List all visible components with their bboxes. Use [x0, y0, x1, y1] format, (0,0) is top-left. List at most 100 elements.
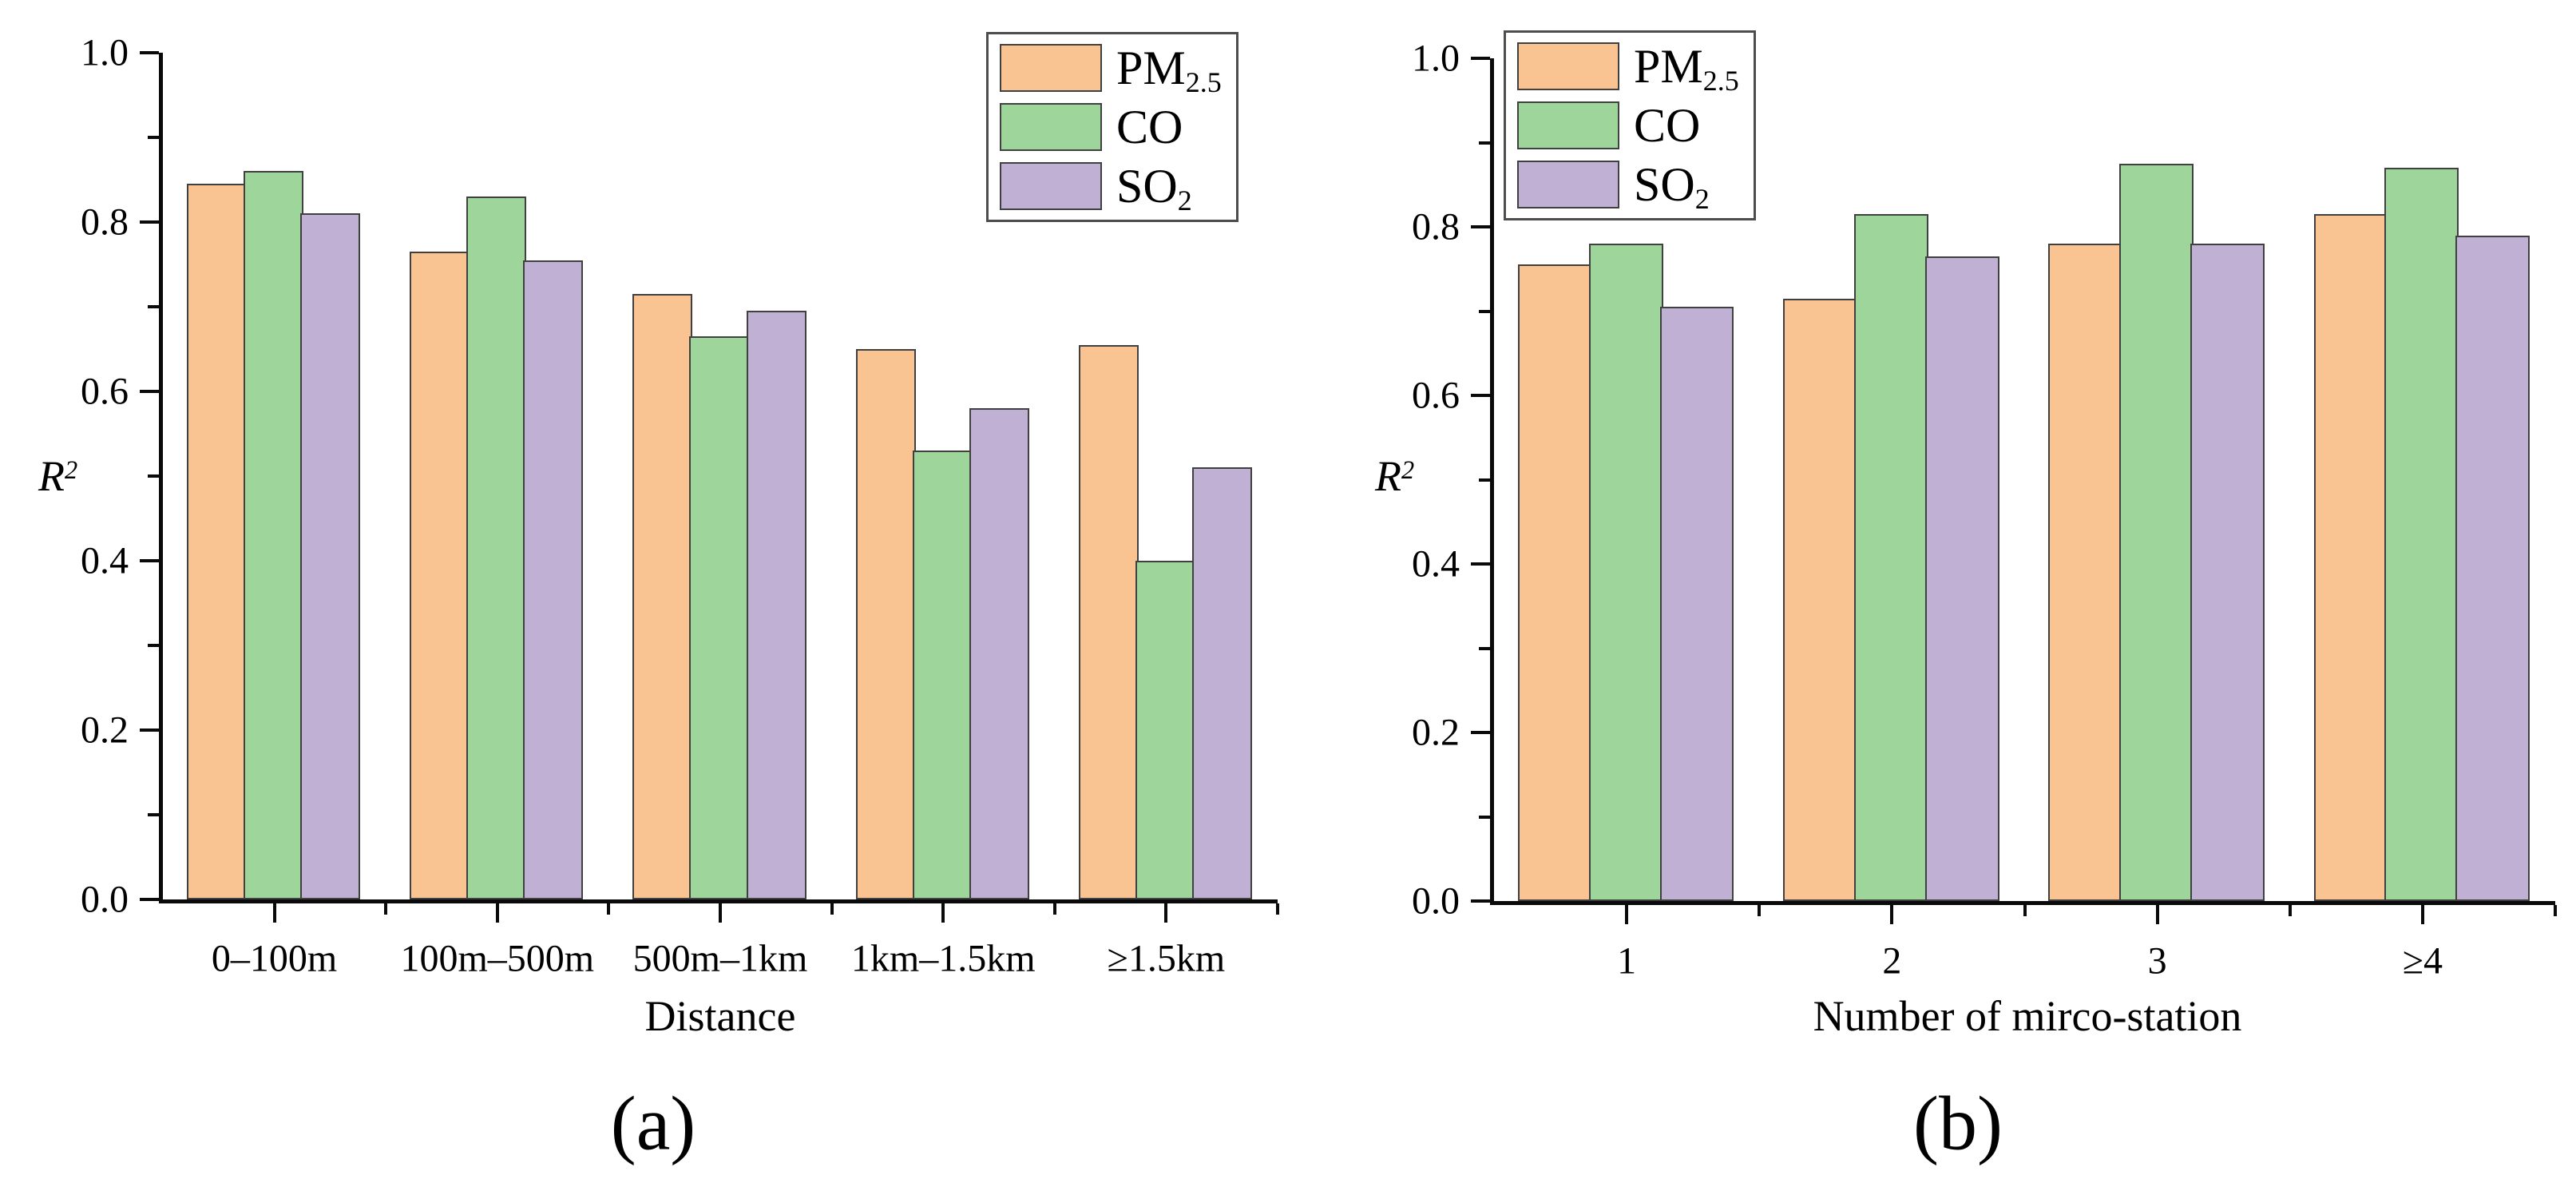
b-y-tick-label-0.2: 0.2: [1412, 711, 1460, 754]
a-x-tick-minor-2: [607, 903, 611, 915]
bar-pm25-3: [855, 349, 916, 899]
legend-swatch-so2: [1000, 162, 1102, 210]
bar-so2-2: [2190, 244, 2265, 901]
chart-a-sublabel: (a): [610, 1080, 696, 1166]
a-y-tick-label-0.8: 0.8: [81, 200, 129, 244]
chart-b-sublabel: (b): [1913, 1080, 2003, 1166]
bar-pm25-2: [2048, 244, 2123, 901]
a-x-tick-minor-5: [1276, 903, 1279, 915]
a-x-tick-major-4: [1164, 903, 1168, 923]
legend-swatch-so2: [1517, 161, 1619, 208]
b-x-tick-minor-1: [1758, 905, 1762, 916]
b-y-tick-label-0.4: 0.4: [1412, 542, 1460, 586]
b-y-tick-label-0.8: 0.8: [1412, 205, 1460, 248]
b-y-tick-0.8: [1471, 225, 1490, 228]
bar-co-2: [689, 336, 750, 899]
a-x-tick-minor-1: [384, 903, 388, 915]
legend-row-so2: SO2: [1517, 161, 1739, 213]
b-y-axis: [1490, 58, 1494, 905]
bar-pm25-1: [410, 252, 470, 899]
bar-so2-4: [1191, 467, 1252, 899]
a-x-tick-minor-3: [830, 903, 834, 915]
b-x-tick-minor-4: [2554, 905, 2557, 916]
a-x-tick-major-0: [272, 903, 276, 923]
bar-co-4: [1135, 561, 1195, 899]
legend-row-co: CO: [1000, 103, 1222, 151]
a-x-tick-minor-4: [1052, 903, 1056, 915]
legend-swatch-co: [1517, 101, 1619, 149]
b-x-tick-label-2: 3: [2147, 939, 2167, 983]
a-y-tick-label-1.0: 1.0: [81, 31, 129, 74]
a-x-axis: [159, 899, 1278, 903]
b-x-tick-major-0: [1625, 905, 1629, 924]
chart-a-y-axis-title: R2: [38, 452, 78, 500]
b-y-tick-0.9: [1479, 141, 1490, 145]
bar-so2-2: [746, 311, 806, 899]
b-y-tick-0.6: [1471, 394, 1490, 397]
a-x-tick-label-2: 500m–1km: [632, 937, 808, 980]
bar-co-0: [244, 171, 304, 899]
legend-label-pm25: PM2.5: [1634, 40, 1739, 97]
legend-swatch-co: [1000, 103, 1102, 151]
b-y-tick-label-0.6: 0.6: [1412, 374, 1460, 417]
b-y-tick-0.3: [1479, 646, 1490, 650]
legend-label-co: CO: [1116, 101, 1183, 153]
bar-pm25-0: [187, 184, 248, 899]
chart-a-x-axis-title: Distance: [644, 992, 796, 1040]
bar-so2-0: [300, 213, 361, 899]
bar-pm25-0: [1517, 264, 1592, 901]
bar-pm25-1: [1783, 298, 1857, 901]
bar-pm25-3: [2313, 214, 2388, 901]
b-x-tick-label-1: 2: [1882, 939, 1902, 983]
b-y-tick-0.0: [1471, 899, 1490, 903]
legend-label-so2: SO2: [1116, 160, 1192, 217]
a-y-tick-0.9: [148, 136, 159, 139]
legend-label-co: CO: [1634, 99, 1701, 152]
a-y-tick-0.4: [140, 559, 159, 562]
a-x-tick-major-3: [941, 903, 945, 923]
b-x-axis: [1490, 901, 2555, 905]
b-x-tick-major-2: [2155, 905, 2159, 924]
bar-co-2: [2119, 163, 2194, 901]
chart-a-legend: PM2.5 CO SO2: [986, 32, 1238, 222]
legend-row-pm25: PM2.5: [1000, 42, 1222, 99]
b-y-tick-0.7: [1479, 309, 1490, 313]
legend-row-co: CO: [1517, 101, 1739, 149]
b-x-tick-major-1: [1890, 905, 1894, 924]
a-y-tick-0.5: [148, 474, 159, 478]
b-y-tick-0.5: [1479, 478, 1490, 482]
a-y-tick-0.3: [148, 644, 159, 647]
a-x-tick-label-1: 100m–500m: [400, 937, 595, 980]
b-x-tick-major-3: [2420, 905, 2424, 924]
b-x-tick-minor-3: [2288, 905, 2292, 916]
a-y-tick-0.0: [140, 898, 159, 901]
chart-b-x-axis-title: Number of mirco-station: [1813, 992, 2242, 1040]
a-y-tick-label-0.0: 0.0: [81, 878, 129, 921]
a-y-tick-1.0: [140, 51, 159, 54]
legend-label-pm25: PM2.5: [1116, 42, 1222, 99]
a-y-tick-0.8: [140, 220, 159, 224]
a-y-tick-0.1: [148, 813, 159, 816]
a-y-tick-label-0.4: 0.4: [81, 539, 129, 582]
legend-row-so2: SO2: [1000, 160, 1222, 217]
b-x-tick-label-3: ≥4: [2402, 939, 2443, 983]
b-y-tick-1.0: [1471, 57, 1490, 60]
bar-co-3: [2384, 168, 2459, 901]
legend-swatch-pm25: [1517, 42, 1619, 90]
bar-so2-3: [969, 408, 1029, 899]
bar-co-3: [912, 451, 973, 899]
a-y-axis: [159, 53, 163, 903]
a-x-tick-label-0: 0–100m: [211, 937, 338, 980]
a-x-tick-major-1: [495, 903, 499, 923]
a-y-tick-0.7: [148, 305, 159, 308]
a-x-tick-label-3: 1km–1.5km: [850, 937, 1036, 980]
chart-b-y-axis-title: R2: [1375, 452, 1415, 500]
a-y-tick-0.2: [140, 728, 159, 732]
b-x-tick-label-0: 1: [1617, 939, 1637, 983]
b-y-tick-label-1.0: 1.0: [1412, 37, 1460, 80]
bar-co-0: [1588, 244, 1663, 901]
legend-swatch-pm25: [1000, 44, 1102, 92]
b-x-tick-minor-2: [2023, 905, 2027, 916]
